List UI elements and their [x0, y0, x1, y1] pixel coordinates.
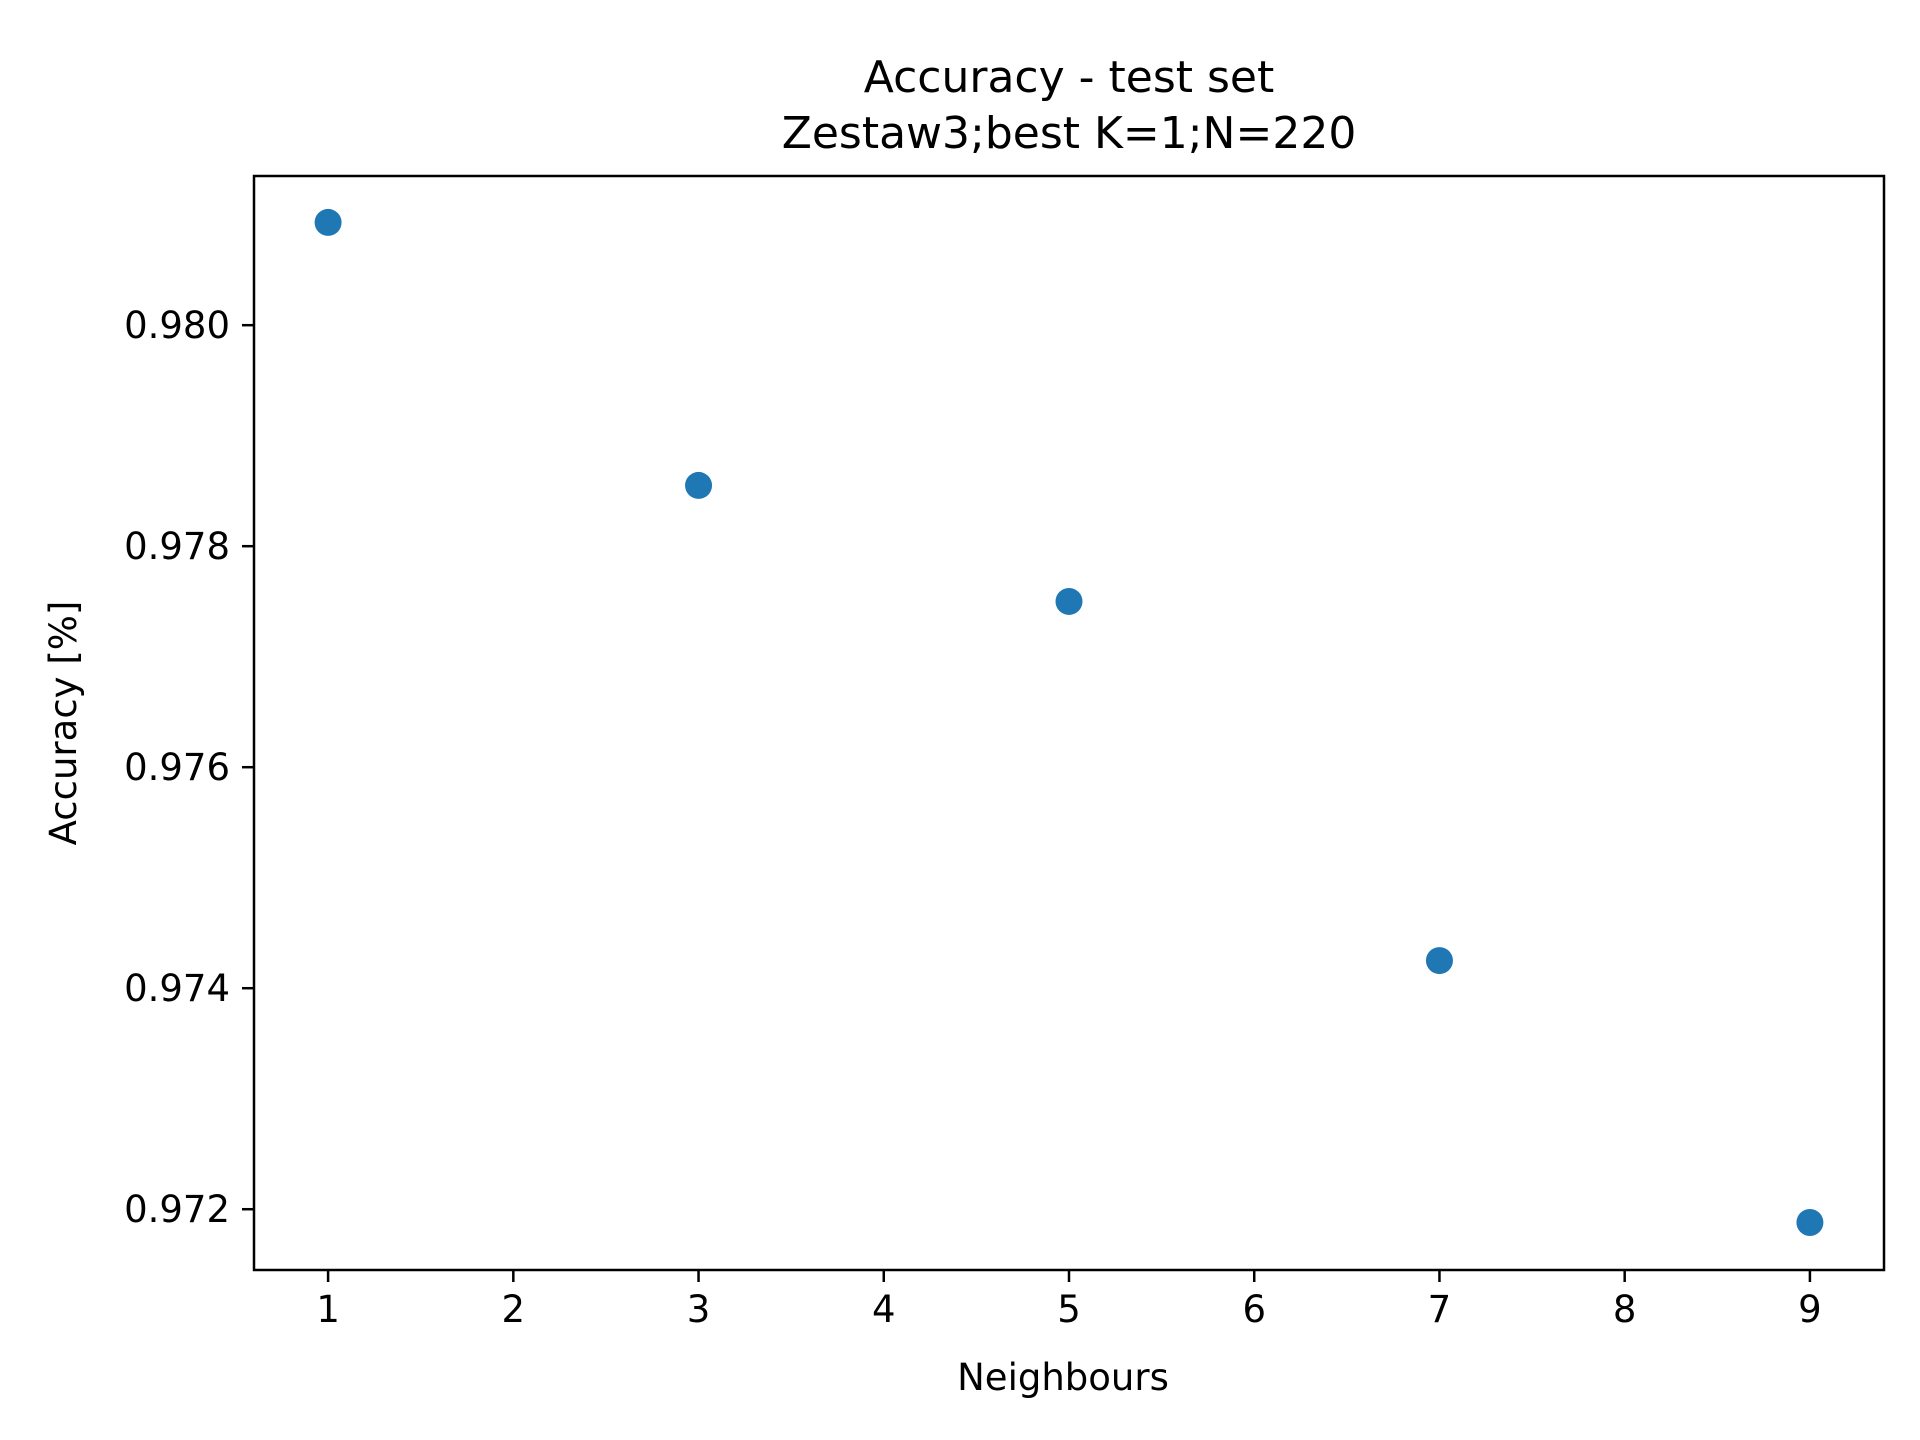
x-tick-label: 5: [1057, 1288, 1081, 1331]
y-tick-label: 0.972: [124, 1188, 230, 1231]
chart-title: Accuracy - test set: [864, 52, 1274, 103]
data-point-k1: [314, 208, 342, 236]
x-tick-label: 8: [1613, 1288, 1637, 1331]
x-tick-label: 6: [1242, 1288, 1266, 1331]
chart-subtitle: Zestaw3;best K=1;N=220: [782, 108, 1357, 159]
data-point-k7: [1425, 947, 1453, 975]
x-axis: 1 2 3 4 5 6 7 8 9: [316, 1270, 1822, 1331]
x-tick-label: 4: [872, 1288, 896, 1331]
y-axis: 0.972 0.974 0.976 0.978 0.980: [124, 304, 254, 1231]
y-axis-label: Accuracy [%]: [42, 601, 85, 846]
y-tick-label: 0.980: [124, 304, 230, 347]
data-point-k3: [685, 471, 713, 499]
y-tick-label: 0.976: [124, 746, 230, 789]
x-tick-label: 7: [1428, 1288, 1452, 1331]
x-axis-label: Neighbours: [957, 1356, 1169, 1399]
x-tick-label: 2: [502, 1288, 526, 1331]
plot-area: [314, 208, 1824, 1236]
plot-frame: [252, 174, 1886, 1272]
x-tick-label: 3: [687, 1288, 711, 1331]
x-tick-label: 1: [316, 1288, 340, 1331]
data-point-k9: [1796, 1208, 1824, 1236]
y-tick-label: 0.978: [124, 525, 230, 568]
data-point-k5: [1055, 587, 1083, 615]
x-tick-label: 9: [1798, 1288, 1822, 1331]
y-tick-label: 0.974: [124, 967, 230, 1010]
